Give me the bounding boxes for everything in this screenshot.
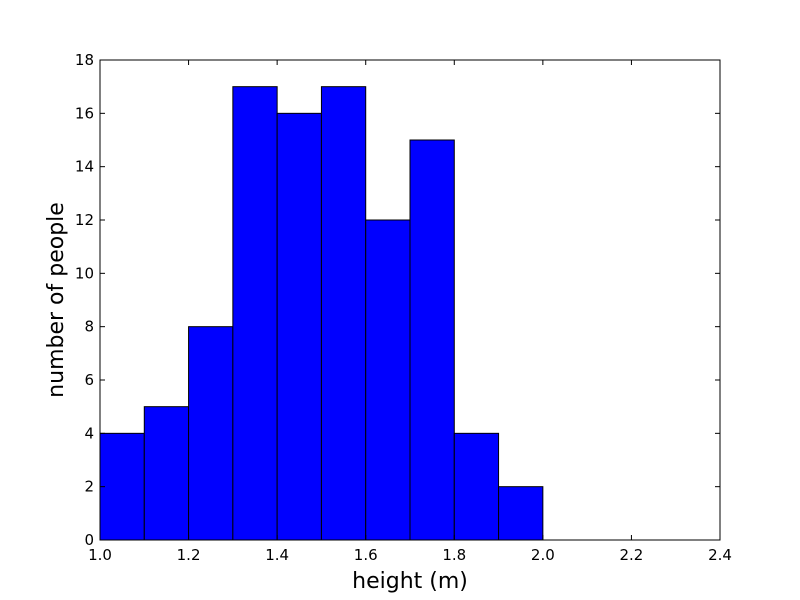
y-tick-label: 14	[75, 158, 94, 176]
y-tick-label: 12	[75, 211, 94, 229]
y-tick-label: 4	[84, 424, 94, 442]
y-axis-label: number of people	[44, 202, 69, 398]
bars-group	[99, 86, 544, 541]
histogram-bar	[143, 406, 190, 541]
histogram-bar	[276, 112, 322, 541]
y-tick-label: 8	[84, 318, 94, 336]
x-tick-label: 1.8	[442, 546, 466, 564]
y-tick-label: 0	[84, 531, 94, 549]
x-tick-label: 1.0	[88, 546, 112, 564]
x-tick-label: 1.2	[177, 546, 201, 564]
histogram-bar	[188, 326, 234, 541]
ticks-group: 1.0 1.2 1.4 1.6 1.8 2.0 2.2 2.4 0 2 4 6 8 10 12 14 16 18	[75, 51, 732, 564]
x-tick-label: 1.4	[265, 546, 289, 564]
x-tick-label: 2.0	[531, 546, 555, 564]
y-tick-label: 16	[75, 104, 94, 122]
y-tick-label: 6	[84, 371, 94, 389]
x-tick-label: 2.2	[619, 546, 643, 564]
histogram-bar	[320, 86, 367, 541]
x-tick-label: 1.6	[354, 546, 378, 564]
histogram-bar	[99, 432, 145, 541]
plot-frame	[99, 59, 721, 541]
histogram-bar	[498, 486, 544, 541]
y-tick-label: 10	[75, 264, 94, 282]
y-tick-label: 2	[84, 478, 94, 496]
histogram-bar	[365, 219, 411, 541]
x-tick-label: 2.4	[708, 546, 732, 564]
histogram-bar	[453, 432, 500, 541]
histogram-bar	[232, 86, 278, 541]
y-tick-label: 18	[75, 51, 94, 69]
x-axis-label: height (m)	[352, 569, 468, 594]
histogram-bar	[409, 139, 455, 541]
